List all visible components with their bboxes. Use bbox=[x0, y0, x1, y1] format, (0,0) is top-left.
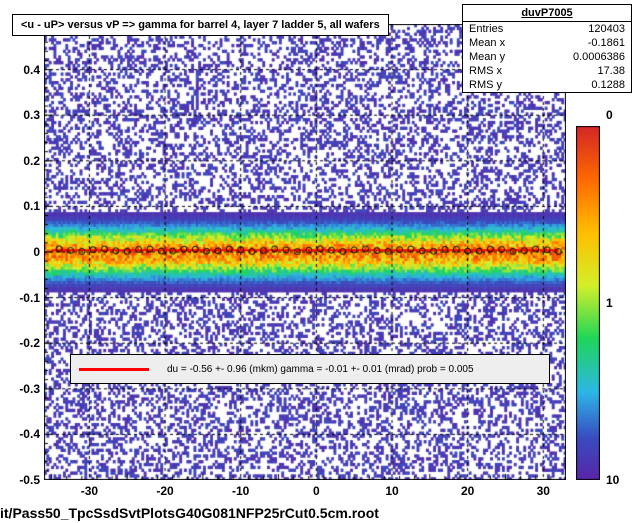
fit-legend-box: du = -0.56 +- 0.96 (mkm) gamma = -0.01 +… bbox=[70, 354, 550, 384]
stats-value: 17.38 bbox=[597, 65, 625, 77]
stats-label: Entries bbox=[469, 23, 503, 35]
x-tick-label: 20 bbox=[453, 484, 483, 498]
y-tick-label: -0.1 bbox=[4, 291, 40, 305]
x-tick-label: 30 bbox=[528, 484, 558, 498]
y-tick-label: 0 bbox=[4, 245, 40, 259]
x-tick-label: -10 bbox=[226, 484, 256, 498]
y-tick-label: 0.4 bbox=[4, 63, 40, 77]
x-tick-label: -20 bbox=[150, 484, 180, 498]
stats-row: RMS y 0.1288 bbox=[463, 78, 631, 92]
y-tick-label: 0.2 bbox=[4, 154, 40, 168]
x-tick-label: -30 bbox=[74, 484, 104, 498]
stats-row: Mean y 0.0006386 bbox=[463, 50, 631, 64]
stats-name: duvP7005 bbox=[463, 5, 631, 22]
stats-value: 0.1288 bbox=[591, 79, 625, 91]
colorbar bbox=[576, 126, 600, 480]
stats-label: Mean x bbox=[469, 37, 505, 49]
stats-row: Entries 120403 bbox=[463, 22, 631, 36]
stats-row: Mean x -0.1861 bbox=[463, 36, 631, 50]
colorbar-zero-label: 0 bbox=[606, 108, 613, 122]
stats-label: RMS x bbox=[469, 65, 502, 77]
stats-value: -0.1861 bbox=[588, 37, 625, 49]
y-tick-label: 0.3 bbox=[4, 108, 40, 122]
x-tick-label: 10 bbox=[377, 484, 407, 498]
stats-value: 120403 bbox=[588, 23, 625, 35]
fit-text: du = -0.56 +- 0.96 (mkm) gamma = -0.01 +… bbox=[167, 364, 474, 375]
stats-value: 0.0006386 bbox=[573, 51, 625, 63]
y-tick-label: -0.5 bbox=[4, 473, 40, 487]
stats-label: Mean y bbox=[469, 51, 505, 63]
stats-row: RMS x 17.38 bbox=[463, 64, 631, 78]
colorbar-tick-label: 10 bbox=[606, 473, 619, 487]
y-tick-label: 0.1 bbox=[4, 199, 40, 213]
stats-label: RMS y bbox=[469, 79, 502, 91]
colorbar-tick-label: 1 bbox=[606, 296, 613, 310]
fit-line-sample bbox=[79, 368, 149, 371]
y-tick-label: -0.3 bbox=[4, 382, 40, 396]
plot-title: <u - uP> versus vP => gamma for barrel 4… bbox=[21, 19, 380, 31]
plot-title-box: <u - uP> versus vP => gamma for barrel 4… bbox=[12, 14, 389, 36]
y-tick-label: -0.4 bbox=[4, 427, 40, 441]
x-tick-label: 0 bbox=[301, 484, 331, 498]
y-tick-label: -0.2 bbox=[4, 336, 40, 350]
stats-box: duvP7005 Entries120403Mean x-0.1861Mean … bbox=[462, 4, 632, 93]
footer-filename: it/Pass50_TpcSsdSvtPlotsG40G081NFP25rCut… bbox=[0, 505, 379, 521]
